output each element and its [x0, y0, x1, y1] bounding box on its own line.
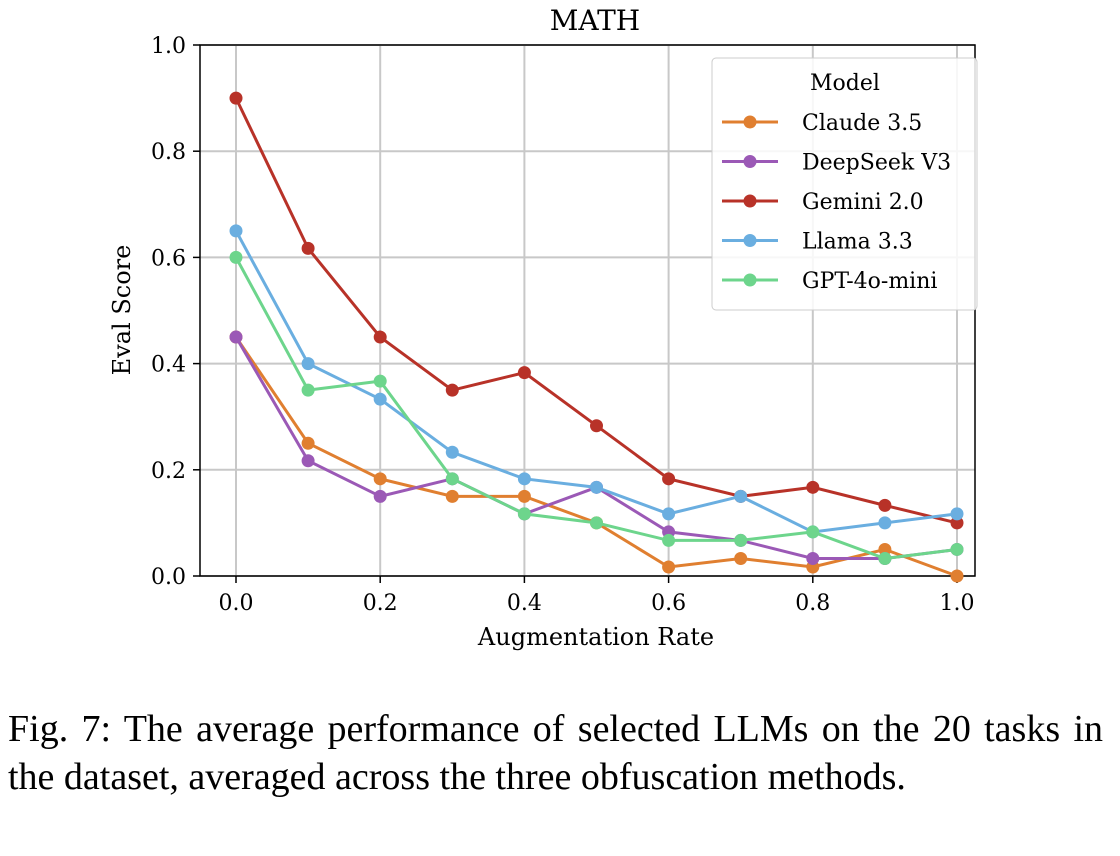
data-point: [445, 445, 459, 459]
line-chart: 0.0 0.2 0.4 0.6 0.8 1.0 0.0 0.2 0.4 0.6 0.8 1.0 MAT…: [108, 4, 978, 651]
data-point: [517, 489, 531, 503]
y-tick-label: 0.8: [151, 140, 186, 165]
data-point: [373, 392, 387, 406]
chart-title: MATH: [550, 4, 640, 37]
x-tick-label: 0.2: [363, 591, 398, 616]
legend-entry: Claude 3.5: [802, 111, 922, 136]
ticks: 0.0 0.2 0.4 0.6 0.8 1.0 0.0 0.2 0.4 0.6 0.8 1.0: [151, 34, 975, 616]
data-point: [445, 383, 459, 397]
data-point: [662, 507, 676, 521]
legend-box: [711, 57, 978, 311]
data-point: [878, 551, 892, 565]
data-point: [662, 533, 676, 547]
legend-entry: Llama 3.3: [802, 230, 913, 255]
y-tick-label: 0.0: [151, 565, 186, 590]
y-axis-label: Eval Score: [108, 245, 136, 376]
legend-swatch-marker: [743, 155, 757, 168]
data-point: [445, 472, 459, 486]
data-point: [373, 374, 387, 388]
data-point: [734, 489, 748, 503]
data-point: [373, 489, 387, 503]
legend-swatch-marker: [743, 194, 757, 208]
data-point: [517, 366, 531, 380]
x-tick-label: 1.0: [940, 591, 975, 616]
x-tick-label: 0.0: [219, 591, 254, 616]
data-point: [301, 436, 315, 450]
data-point: [950, 507, 964, 521]
x-tick-label: 0.8: [795, 591, 830, 616]
series-line: [234, 336, 958, 578]
y-tick-label: 0.6: [151, 246, 186, 271]
data-point: [878, 498, 892, 512]
data-point: [590, 419, 603, 433]
data-point: [301, 383, 315, 397]
data-point: [662, 472, 676, 486]
data-point: [806, 480, 820, 494]
data-point: [734, 551, 748, 565]
data-point: [590, 480, 603, 494]
data-point: [373, 330, 387, 344]
data-point: [517, 472, 531, 486]
data-point: [229, 250, 243, 264]
data-point: [950, 569, 964, 583]
legend-title: Model: [810, 71, 880, 96]
series-llama-3-3: [229, 224, 964, 539]
data-point: [950, 516, 964, 530]
plot-frame: [199, 44, 976, 577]
data-point: [878, 516, 892, 530]
data-point: [229, 91, 243, 105]
series-gemini-2-0: [229, 91, 964, 530]
data-point: [301, 241, 315, 255]
data-point: [806, 551, 820, 565]
data-point: [734, 533, 748, 547]
data-point: [301, 357, 315, 371]
legend-swatch-marker: [743, 273, 757, 287]
legend-entry: GPT-4o-mini: [802, 269, 937, 294]
data-point: [229, 224, 243, 238]
figure-caption: Fig. 7: The average performance of selec…: [8, 708, 1103, 798]
series-lines: [229, 91, 964, 583]
data-point: [662, 560, 676, 574]
y-tick-label: 0.2: [151, 459, 186, 484]
y-tick-label: 0.4: [151, 353, 186, 378]
legend: Model Claude 3.5 DeepSeek V3 Gemini 2.0 Lla…: [711, 57, 978, 311]
legend-swatch-marker: [743, 115, 757, 129]
data-point: [806, 525, 820, 539]
data-point: [878, 542, 892, 556]
data-point: [229, 330, 243, 344]
data-point: [445, 489, 459, 503]
legend-entry: Gemini 2.0: [802, 190, 924, 215]
data-point: [517, 507, 531, 521]
series-gpt-4o-mini: [229, 250, 964, 565]
data-point: [590, 516, 603, 530]
data-point: [301, 454, 315, 468]
y-tick-label: 1.0: [151, 34, 186, 59]
series-claude-3-5: [229, 330, 964, 583]
series-deepseek-v3: [229, 330, 964, 565]
data-point: [950, 542, 964, 556]
x-tick-label: 0.4: [507, 591, 542, 616]
data-point: [373, 472, 387, 486]
x-tick-label: 0.6: [651, 591, 686, 616]
legend-swatch-marker: [743, 234, 757, 247]
legend-entry: DeepSeek V3: [802, 151, 951, 176]
x-axis-label: Augmentation Rate: [477, 623, 714, 651]
